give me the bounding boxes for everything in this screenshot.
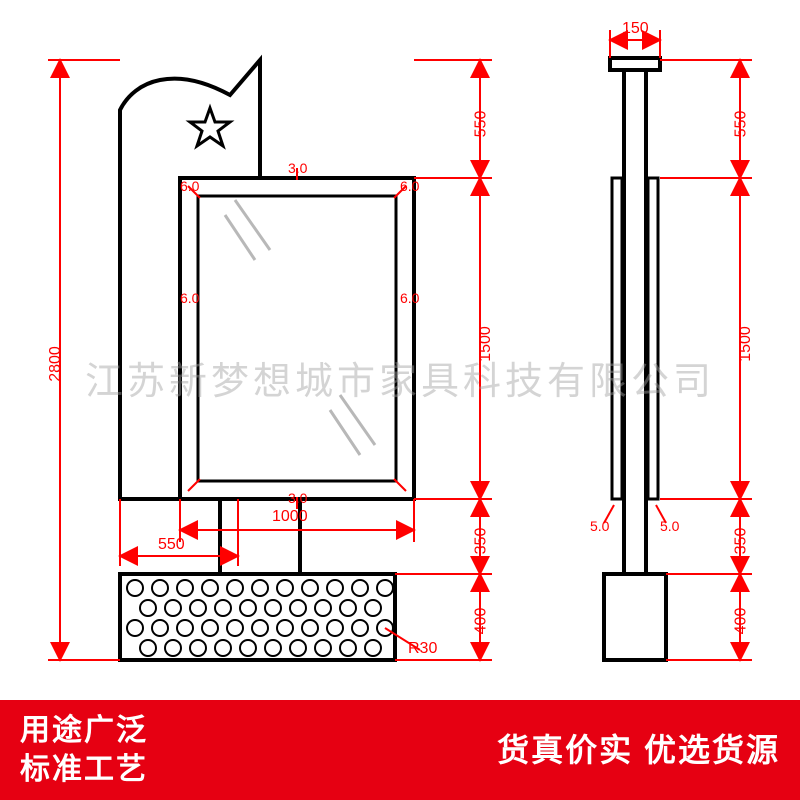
weld-tm: 3.0	[288, 160, 307, 176]
dim-f400: 400	[472, 608, 490, 635]
banner-left: 用途广泛 标准工艺	[20, 711, 148, 789]
dim-s350: 350	[732, 528, 750, 555]
weld-bm: 3.0	[288, 490, 307, 506]
banner-line1: 用途广泛	[20, 711, 148, 750]
dim-s550: 550	[732, 111, 750, 138]
watermark: 江苏新梦想城市家具科技有限公司	[0, 350, 800, 405]
dim-1000: 1000	[272, 508, 308, 526]
side-dimensions	[604, 30, 752, 660]
dim-150: 150	[622, 20, 649, 38]
dim-s400: 400	[732, 608, 750, 635]
weld-tr: 6.0	[400, 178, 419, 194]
banner-right: 货真价实 优选货源	[148, 730, 780, 770]
dim-f350: 350	[472, 528, 490, 555]
dim-f550: 550	[472, 111, 490, 138]
promo-banner: 用途广泛 标准工艺 货真价实 优选货源	[0, 700, 800, 800]
gap-l: 5.0	[590, 518, 609, 534]
weld-mr: 6.0	[400, 290, 419, 306]
weld-ml: 6.0	[180, 290, 199, 306]
dim-r30: R30	[408, 640, 437, 658]
dim-550w: 550	[158, 536, 185, 554]
weld-tl: 6.0	[180, 178, 199, 194]
gap-r: 5.0	[660, 518, 679, 534]
banner-line2: 标准工艺	[20, 750, 148, 789]
